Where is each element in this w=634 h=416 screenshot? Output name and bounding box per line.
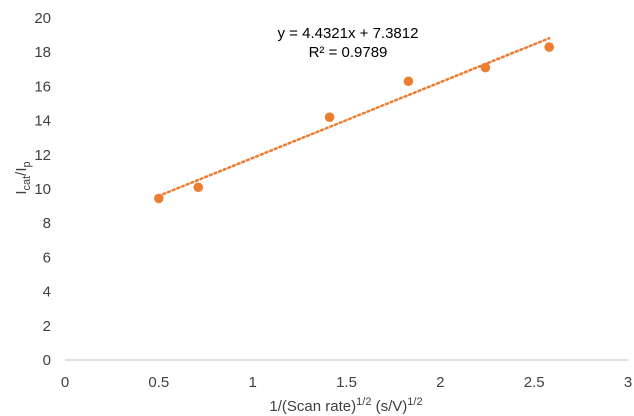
- data-point: [193, 182, 204, 193]
- data-points: [154, 42, 554, 204]
- x-axis-label: 1/(Scan rate)1/2 (s/V)1/2: [269, 396, 422, 415]
- y-tick-label: 18: [34, 44, 51, 61]
- x-tick-labels: 0 0.5 1 1.5 2 2.5 3: [61, 374, 632, 391]
- y-tick-label: 0: [43, 352, 51, 369]
- x-tick-label: 0: [61, 374, 69, 391]
- y-tick-label: 6: [43, 249, 51, 266]
- r-squared-label: R² = 0.9789: [309, 44, 388, 61]
- y-tick-label: 4: [43, 284, 51, 301]
- y-tick-label: 8: [43, 215, 51, 232]
- data-point: [154, 193, 164, 204]
- x-tick-label: 1: [248, 374, 256, 391]
- x-tick-label: 0.5: [148, 374, 169, 391]
- trendline-equation: y = 4.4321x + 7.3812: [278, 25, 419, 42]
- y-tick-label: 16: [34, 78, 51, 95]
- data-point: [480, 62, 491, 73]
- x-tick-label: 3: [624, 374, 632, 391]
- x-tick-label: 2: [436, 374, 444, 391]
- y-axis-label: Icat/Ip: [13, 161, 33, 194]
- x-tick-label: 1.5: [336, 374, 357, 391]
- y-tick-label: 2: [43, 318, 51, 335]
- y-tick-label: 10: [34, 181, 51, 198]
- data-point: [324, 112, 335, 122]
- y-tick-label: 20: [34, 10, 51, 27]
- y-tick-labels: 0 2 4 6 8 10 12 14 16 18 20: [34, 10, 51, 369]
- x-tick-label: 2.5: [524, 374, 545, 391]
- data-point: [403, 76, 414, 87]
- y-tick-label: 12: [34, 147, 51, 164]
- y-tick-label: 14: [34, 113, 51, 130]
- data-point: [544, 42, 554, 52]
- trendline: [157, 36, 551, 198]
